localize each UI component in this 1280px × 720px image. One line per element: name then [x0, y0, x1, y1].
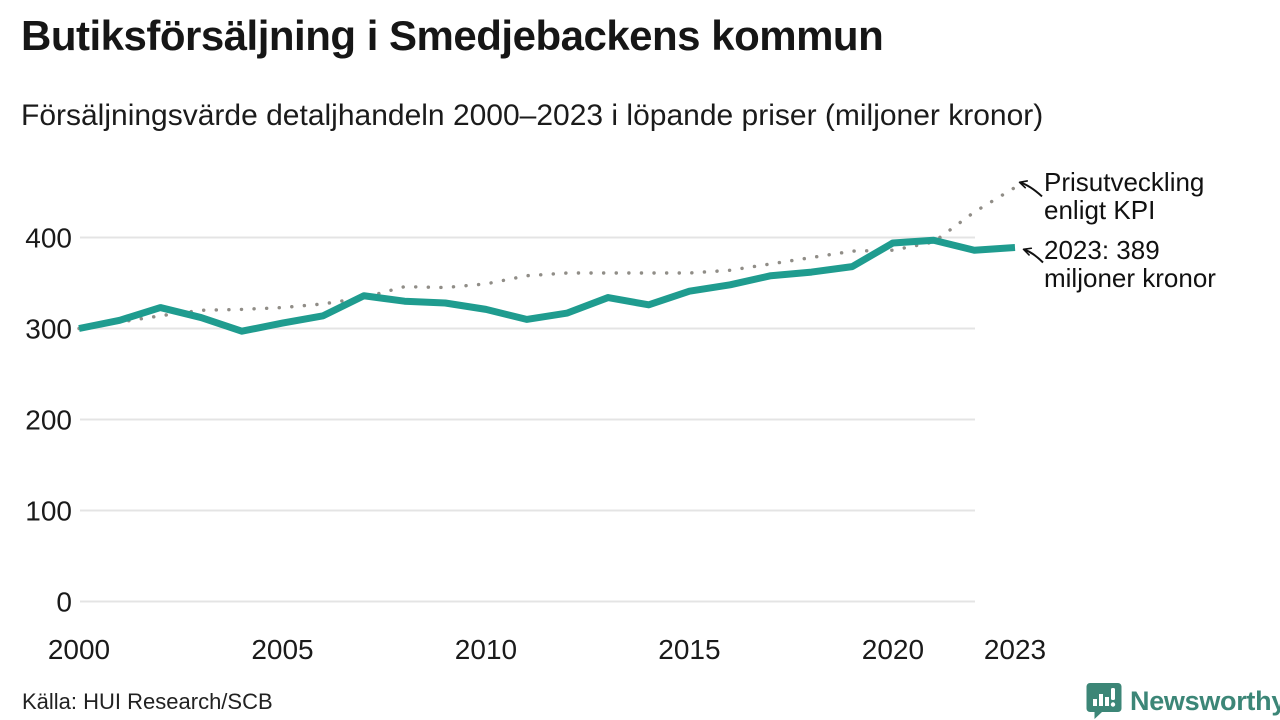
last-value-label: 2023: 389 miljoner kronor — [1044, 235, 1216, 293]
x-tick-label-2020: 2020 — [862, 634, 924, 665]
newsworthy-wordmark: Newsworthy — [1130, 685, 1280, 716]
y-tick-label-0: 0 — [56, 587, 72, 618]
page-subtitle: Försäljningsvärde detaljhandeln 2000–202… — [21, 99, 1044, 132]
data-series — [77, 185, 1017, 335]
x-tick-label-2023: 2023 — [984, 634, 1046, 665]
y-tick-label-200: 200 — [25, 405, 72, 436]
newsworthy-logo: Newsworthy — [1086, 682, 1280, 720]
kpi-line — [77, 185, 1017, 331]
y-tick-label-400: 400 — [25, 223, 72, 254]
kpi-line-label: Prisutveckling enligt KPI — [1044, 167, 1205, 225]
annotation-arrows — [1018, 180, 1044, 264]
x-tick-label-2015: 2015 — [658, 634, 720, 665]
y-tick-label-300: 300 — [25, 314, 72, 345]
x-tick-label-2000: 2000 — [48, 634, 110, 665]
value-arrow — [1022, 247, 1044, 264]
x-tick-label-2010: 2010 — [455, 634, 517, 665]
axis-labels: 0 100 200 300 400 2000 2005 2010 2015 2020 2023 — [25, 223, 1046, 666]
kpi-arrow — [1018, 180, 1043, 198]
newsworthy-chart-bubble-icon — [1086, 683, 1122, 719]
y-tick-label-100: 100 — [25, 496, 72, 527]
source-note: Källa: HUI Research/SCB — [22, 689, 273, 714]
gridlines — [80, 236, 975, 603]
sales-line — [78, 236, 1016, 335]
x-tick-label-2005: 2005 — [251, 634, 313, 665]
page-title: Butiksförsäljning i Smedjebackens kommun — [21, 12, 884, 59]
